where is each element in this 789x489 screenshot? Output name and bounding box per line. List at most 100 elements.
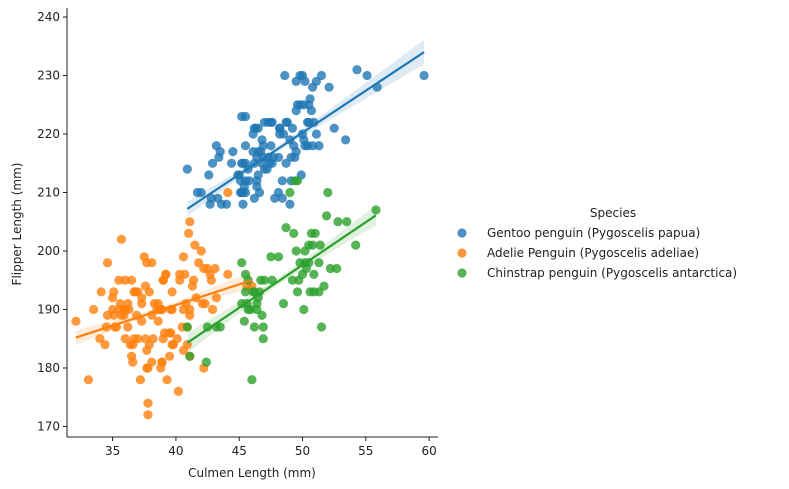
data-point [258,334,268,344]
data-point [240,287,251,297]
data-point [325,263,335,274]
x-tick-label: 40 [168,444,183,458]
data-point [128,340,138,350]
x-tick-label: 55 [358,444,373,458]
data-point [315,240,325,250]
data-point [238,199,248,209]
y-axis-title: Flipper Length (mm) [10,163,24,286]
data-point [310,228,320,238]
data-point [362,70,372,81]
legend-marker-0 [457,228,467,238]
y-tick-label: 220 [37,127,60,141]
data-point [342,217,352,227]
data-point [249,322,259,332]
data-point [267,275,277,285]
data-point [263,117,273,127]
data-point [116,234,126,244]
data-point [210,263,220,274]
data-point [167,287,177,297]
data-point [237,187,247,198]
data-point [246,304,256,315]
data-point [299,135,309,145]
data-point [277,176,287,186]
legend-marker-1 [457,248,467,258]
y-tick-label: 210 [37,185,60,199]
data-point [143,410,153,420]
data-point [208,304,218,315]
data-point [322,211,332,221]
data-point [316,322,327,332]
data-point [254,187,265,198]
data-point [351,240,361,250]
x-tick-label: 50 [295,444,310,458]
data-point [172,334,182,344]
data-point [239,316,249,326]
x-axis-title: Culmen Length (mm) [188,466,316,480]
data-point [137,293,147,303]
data-point [305,94,315,104]
data-point [190,240,200,250]
data-point [96,287,106,297]
regression-line-2 [186,214,377,344]
data-point [128,357,138,367]
data-point [329,123,339,133]
y-tick-label: 170 [37,419,60,433]
data-point [277,193,287,203]
data-point [158,275,168,285]
data-point [258,322,268,332]
data-point [281,223,291,233]
data-point [127,275,137,285]
data-point [137,316,147,326]
data-point [144,287,154,297]
data-point [248,147,258,157]
legend-label-0: Gentoo penguin (Pygoscelis papua) [487,226,700,240]
y-tick-label: 230 [37,69,60,83]
data-point [341,135,351,145]
data-point [285,199,295,209]
data-point [184,228,194,238]
data-point [196,246,206,256]
data-point [314,141,324,151]
data-point [185,310,195,320]
regression-line-1 [75,279,253,339]
data-point [123,322,133,332]
y-tick-label: 180 [37,361,60,375]
data-point [419,70,429,81]
legend: Species Gentoo penguin (Pygoscelis papua… [457,206,737,280]
data-point [287,275,297,285]
regression-line-0 [186,51,425,210]
data-point [238,158,248,168]
data-point [275,123,285,133]
x-tick-label: 60 [421,444,436,458]
data-point [285,187,295,198]
data-point [200,299,210,309]
data-point [244,176,254,186]
confidence-band-0 [187,40,425,217]
data-point [290,176,300,186]
data-point [257,310,267,320]
data-point [333,217,343,227]
data-point [266,252,276,262]
data-point [300,76,310,86]
data-point [165,351,175,361]
data-point [204,170,214,180]
legend-title: Species [590,206,636,220]
data-point [102,258,113,268]
data-point [71,316,81,326]
data-point [189,275,199,285]
data-point [120,275,130,285]
legend-label-1: Adelie Penguin (Pygoscelis adeliae) [487,246,699,260]
data-point [215,322,225,332]
data-point [182,322,192,332]
data-point [178,345,189,355]
data-point [173,386,183,396]
data-point [249,123,259,133]
data-point [109,310,119,320]
data-point [227,158,237,168]
data-point [266,141,276,151]
data-point [196,187,206,198]
data-point [273,252,284,262]
data-point [291,147,301,157]
data-point [314,258,324,268]
